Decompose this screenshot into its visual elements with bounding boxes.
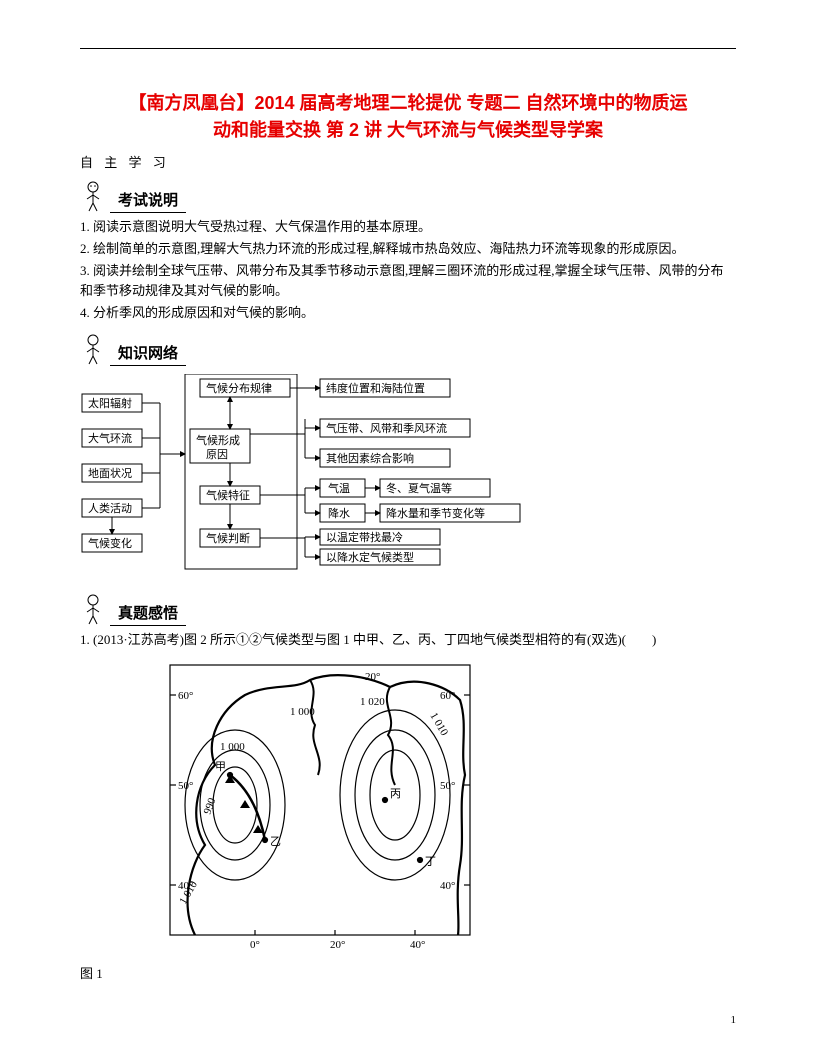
figure-1-wrap: 60° 50° 40° 60° 50° 40° 0° 20° 40° 20° 1… (160, 655, 736, 959)
svg-text:纬度位置和海陆位置: 纬度位置和海陆位置 (326, 381, 425, 395)
svg-text:丙: 丙 (390, 788, 401, 800)
svg-text:气候变化: 气候变化 (88, 536, 132, 550)
figure-1-map: 60° 50° 40° 60° 50° 40° 0° 20° 40° 20° 1… (160, 655, 480, 955)
exam-point-3: 3. 阅读并绘制全球气压带、风带分布及其季节移动示意图,理解三圈环流的形成过程,… (80, 261, 736, 303)
svg-text:降水量和季节变化等: 降水量和季节变化等 (386, 506, 485, 520)
title-line-2: 动和能量交换 第 2 讲 大气环流与气候类型导学案 (213, 120, 603, 140)
section-label-network: 知识网络 (110, 340, 186, 366)
svg-text:以降水定气候类型: 以降水定气候类型 (326, 550, 414, 564)
svg-text:0°: 0° (250, 939, 260, 951)
svg-text:人类活动: 人类活动 (88, 501, 132, 515)
svg-text:1 000: 1 000 (290, 706, 315, 718)
section-label-exam: 考试说明 (110, 187, 186, 213)
mascot-icon (80, 332, 106, 366)
svg-text:丁: 丁 (425, 856, 436, 868)
exam-point-4: 4. 分析季风的形成原因和对气候的影响。 (80, 303, 736, 324)
svg-text:50°: 50° (440, 780, 455, 792)
svg-text:气候特征: 气候特征 (206, 488, 250, 502)
svg-text:太阳辐射: 太阳辐射 (88, 396, 132, 410)
exam-point-2: 2. 绘制简单的示意图,理解大气热力环流的形成过程,解释城市热岛效应、海陆热力环… (80, 239, 736, 260)
mascot-icon (80, 179, 106, 213)
svg-text:40°: 40° (440, 880, 455, 892)
svg-text:气温: 气温 (328, 481, 350, 495)
exam-points-block: 1. 阅读示意图说明大气受热过程、大气保温作用的基本原理。 2. 绘制简单的示意… (80, 217, 736, 324)
section-label-question: 真题感悟 (110, 600, 186, 626)
svg-text:降水: 降水 (328, 506, 350, 520)
svg-text:1 020: 1 020 (360, 696, 385, 708)
svg-text:大气环流: 大气环流 (88, 431, 132, 445)
svg-text:甲: 甲 (215, 761, 226, 773)
document-title: 【南方凤凰台】2014 届高考地理二轮提优 专题二 自然环境中的物质运 动和能量… (80, 90, 736, 144)
svg-text:气候判断: 气候判断 (206, 531, 250, 545)
svg-text:气压带、风带和季风环流: 气压带、风带和季风环流 (326, 421, 447, 435)
svg-text:地面状况: 地面状况 (88, 466, 132, 480)
exam-point-1: 1. 阅读示意图说明大气受热过程、大气保温作用的基本原理。 (80, 217, 736, 238)
svg-text:20°: 20° (330, 939, 345, 951)
section-exam-desc-head: 考试说明 (80, 179, 736, 213)
svg-text:冬、夏气温等: 冬、夏气温等 (386, 481, 452, 495)
svg-text:60°: 60° (178, 690, 193, 702)
title-line-1: 【南方凤凰台】2014 届高考地理二轮提优 专题二 自然环境中的物质运 (128, 93, 687, 113)
question-stem: 1. (2013·江苏高考)图 2 所示①②气候类型与图 1 中甲、乙、丙、丁四… (80, 630, 736, 651)
page-top-rule (80, 48, 736, 49)
svg-text:以温定带找最冷: 以温定带找最冷 (326, 530, 403, 544)
svg-text:气候分布规律: 气候分布规律 (206, 381, 272, 395)
svg-text:1 000: 1 000 (220, 741, 245, 753)
self-study-subhead: 自 主 学 习 (80, 152, 736, 171)
svg-text:其他因素综合影响: 其他因素综合影响 (326, 451, 414, 465)
section-question-head: 真题感悟 (80, 592, 736, 626)
svg-text:原因: 原因 (206, 448, 228, 461)
section-network-head: 知识网络 (80, 332, 736, 366)
knowledge-network-diagram: 太阳辐射 大气环流 地面状况 人类活动 气候变化 气候分布规律 气候形成原因 气… (80, 374, 540, 574)
figure-1-label: 图 1 (80, 963, 736, 982)
page-number: 1 (731, 1014, 737, 1026)
mascot-icon (80, 592, 106, 626)
svg-text:乙: 乙 (270, 835, 281, 848)
svg-text:气候形成: 气候形成 (196, 433, 240, 447)
svg-text:40°: 40° (410, 939, 425, 951)
